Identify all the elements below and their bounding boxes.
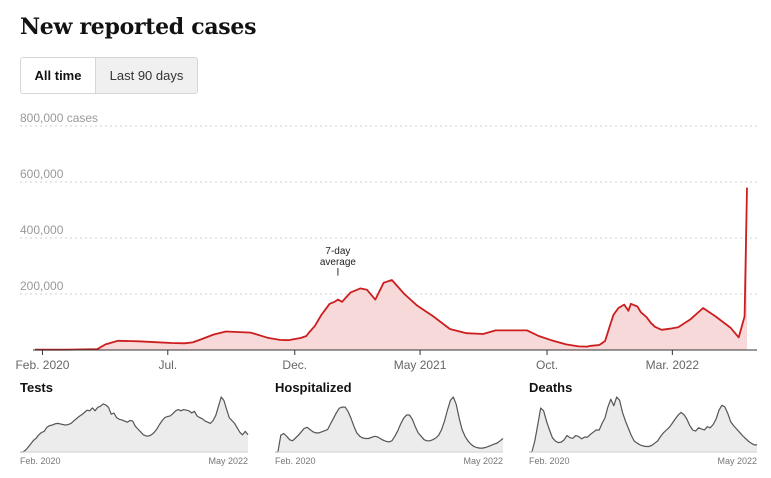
hospitalized-line: [275, 396, 504, 453]
x-tick-label: Mar. 2022: [646, 358, 700, 372]
cases-area: [35, 187, 747, 350]
tests-area: [20, 397, 248, 452]
cases-line: [35, 187, 748, 351]
tests-line: [20, 396, 249, 453]
annotation-label: average: [320, 257, 357, 268]
annotation-label: 7-day: [325, 246, 350, 257]
x-tick-label: Dec.: [282, 358, 307, 372]
last-90-days-button[interactable]: Last 90 days: [96, 58, 197, 93]
hospitalized-start-label: Feb. 2020: [275, 456, 316, 466]
deaths-line: [529, 396, 757, 453]
time-range-toggle: All time Last 90 days: [20, 57, 198, 94]
x-tick-label: May 2021: [394, 358, 447, 372]
page-title: New reported cases: [20, 14, 257, 40]
deaths-area: [529, 397, 757, 452]
deaths-end-label: May 2022: [717, 456, 757, 466]
deaths-chart-title: Deaths: [529, 380, 572, 395]
tests-chart-title: Tests: [20, 380, 53, 395]
all-time-button[interactable]: All time: [21, 58, 96, 93]
hospitalized-chart-title: Hospitalized: [275, 380, 352, 395]
tests-end-label: May 2022: [208, 456, 248, 466]
x-tick-label: Oct.: [536, 358, 558, 372]
y-tick-label: 400,000: [20, 223, 64, 237]
y-tick-label: 800,000 cases: [20, 111, 98, 125]
hospitalized-end-label: May 2022: [463, 456, 503, 466]
hospitalized-area: [275, 397, 503, 452]
deaths-start-label: Feb. 2020: [529, 456, 570, 466]
y-tick-label: 200,000: [20, 279, 64, 293]
x-tick-label: Feb. 2020: [15, 358, 69, 372]
x-tick-label: Jul.: [158, 358, 177, 372]
tests-start-label: Feb. 2020: [20, 456, 61, 466]
y-tick-label: 600,000: [20, 167, 64, 181]
